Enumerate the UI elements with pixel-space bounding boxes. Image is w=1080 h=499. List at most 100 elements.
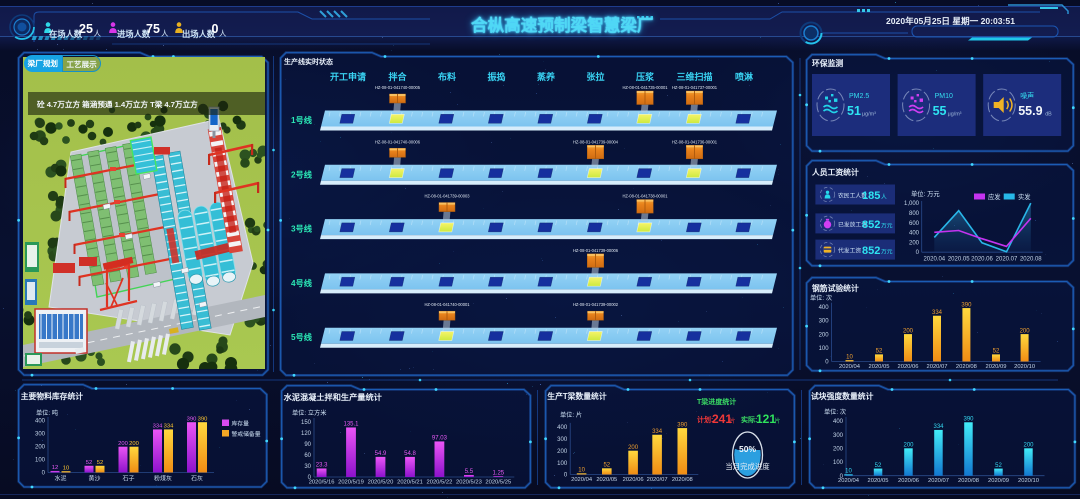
svg-text:片: 片 (775, 417, 781, 425)
svg-text:55: 55 (933, 104, 947, 118)
svg-text:2020.04: 2020.04 (923, 257, 945, 263)
svg-text:10: 10 (578, 468, 585, 474)
svg-text:10: 10 (846, 354, 853, 360)
svg-text:HZ-08-01-041738-00001: HZ-08-01-041738-00001 (622, 194, 668, 199)
svg-text:200: 200 (118, 441, 128, 447)
svg-text:片: 片 (730, 417, 736, 425)
svg-text:52: 52 (875, 463, 882, 469)
svg-text:185: 185 (862, 190, 880, 202)
svg-text:1号线: 1号线 (291, 115, 313, 125)
svg-text:400: 400 (909, 230, 920, 236)
svg-text:2020/5/22: 2020/5/22 (427, 480, 453, 486)
svg-text:2020/07: 2020/07 (928, 478, 949, 484)
svg-text:2020/07: 2020/07 (647, 477, 668, 483)
svg-text:800: 800 (909, 211, 920, 217)
svg-text:石子: 石子 (122, 476, 134, 483)
svg-text:HZ-08-01-041740-00005: HZ-08-01-041740-00005 (375, 85, 421, 90)
svg-text:计划:: 计划: (697, 415, 713, 424)
svg-text:万元: 万元 (881, 249, 893, 256)
svg-text:拌合: 拌合 (388, 71, 407, 82)
svg-text:实际:: 实际: (741, 415, 757, 424)
svg-text:2020/08: 2020/08 (672, 477, 693, 483)
svg-text:μg/m³: μg/m³ (948, 112, 962, 118)
svg-text:HZ-08-01-041740-00001: HZ-08-01-041740-00001 (424, 302, 470, 307)
svg-text:2020/5/20: 2020/5/20 (368, 480, 394, 486)
svg-text:三维扫描: 三维扫描 (676, 71, 712, 82)
svg-text:200: 200 (833, 447, 844, 453)
svg-text:2020/5/25: 2020/5/25 (485, 480, 511, 486)
svg-text:2020/09: 2020/09 (988, 478, 1009, 484)
svg-text:0: 0 (840, 474, 844, 480)
svg-text:HZ-08-01-041737-00001: HZ-08-01-041737-00001 (672, 85, 718, 90)
svg-text:90: 90 (304, 442, 311, 448)
svg-text:120: 120 (301, 431, 312, 437)
svg-text:单位: 次: 单位: 次 (824, 408, 846, 416)
svg-text:390: 390 (677, 422, 688, 428)
svg-text:390: 390 (198, 416, 208, 422)
svg-text:200: 200 (129, 441, 139, 447)
svg-text:334: 334 (164, 424, 174, 430)
svg-text:PM2.5: PM2.5 (849, 93, 869, 100)
svg-text:单位: 万元: 单位: 万元 (911, 189, 940, 198)
svg-text:200: 200 (1023, 443, 1034, 449)
svg-text:52: 52 (603, 463, 610, 469)
svg-text:23.3: 23.3 (316, 463, 328, 469)
svg-text:2020/09: 2020/09 (986, 364, 1007, 370)
svg-text:390: 390 (187, 416, 197, 422)
svg-text:200: 200 (819, 332, 830, 338)
svg-text:852: 852 (862, 219, 880, 231)
svg-text:390: 390 (961, 302, 972, 308)
svg-text:蒸养: 蒸养 (537, 71, 555, 82)
svg-text:实发: 实发 (1018, 192, 1031, 201)
svg-text:135.1: 135.1 (343, 422, 359, 428)
svg-text:2020.05: 2020.05 (948, 257, 970, 263)
svg-text:3号线: 3号线 (291, 224, 313, 234)
svg-text:2020/5/16: 2020/5/16 (309, 480, 335, 486)
svg-text:5号线: 5号线 (291, 332, 313, 342)
svg-text:100: 100 (35, 458, 46, 464)
svg-text:噪声: 噪声 (1020, 91, 1034, 100)
svg-text:2020/5/23: 2020/5/23 (456, 480, 482, 486)
svg-text:警戒储备量: 警戒储备量 (232, 430, 261, 438)
svg-text:300: 300 (819, 319, 830, 325)
svg-text:开工申请: 开工申请 (330, 71, 366, 82)
svg-text:2020.07: 2020.07 (996, 257, 1018, 263)
svg-text:2020/04: 2020/04 (838, 478, 860, 484)
svg-text:200: 200 (35, 445, 46, 451)
svg-text:334: 334 (652, 429, 663, 435)
svg-text:400: 400 (557, 425, 568, 431)
svg-text:852: 852 (862, 245, 880, 257)
svg-text:54.8: 54.8 (404, 451, 416, 457)
svg-text:200: 200 (903, 443, 914, 449)
svg-text:55.9: 55.9 (1018, 104, 1042, 118)
svg-text:334: 334 (932, 310, 943, 316)
svg-text:400: 400 (833, 419, 844, 425)
svg-text:334: 334 (153, 424, 163, 430)
svg-text:300: 300 (35, 432, 46, 438)
svg-text:30: 30 (304, 464, 311, 470)
svg-text:2020/04: 2020/04 (839, 364, 861, 370)
svg-text:2020/06: 2020/06 (898, 478, 919, 484)
svg-text:100: 100 (557, 461, 568, 467)
svg-text:200: 200 (557, 449, 568, 455)
svg-text:T梁进度统计: T梁进度统计 (697, 397, 736, 406)
svg-text:HZ-08-01-041739-00004: HZ-08-01-041739-00004 (573, 139, 619, 144)
svg-text:200: 200 (628, 445, 639, 451)
svg-text:200: 200 (909, 240, 920, 246)
svg-text:12: 12 (52, 465, 58, 471)
svg-text:2020/06: 2020/06 (623, 477, 644, 483)
svg-text:HZ-08-01-041739-00006: HZ-08-01-041739-00006 (573, 248, 619, 253)
svg-text:2020/5/21: 2020/5/21 (397, 480, 423, 486)
svg-text:HZ-08-01-041739-00003: HZ-08-01-041739-00003 (424, 194, 470, 199)
svg-text:2020/07: 2020/07 (927, 364, 948, 370)
svg-text:布料: 布料 (437, 71, 456, 82)
svg-text:1,000: 1,000 (904, 201, 920, 207)
svg-text:300: 300 (557, 437, 568, 443)
svg-text:10: 10 (63, 465, 69, 471)
svg-text:HZ-08-01-041739-00002: HZ-08-01-041739-00002 (573, 302, 619, 307)
svg-text:振捣: 振捣 (487, 71, 505, 82)
svg-text:1.25: 1.25 (492, 470, 504, 476)
svg-text:52: 52 (995, 463, 1002, 469)
svg-text:农民工人数: 农民工人数 (838, 192, 867, 200)
svg-text:0: 0 (825, 360, 829, 366)
